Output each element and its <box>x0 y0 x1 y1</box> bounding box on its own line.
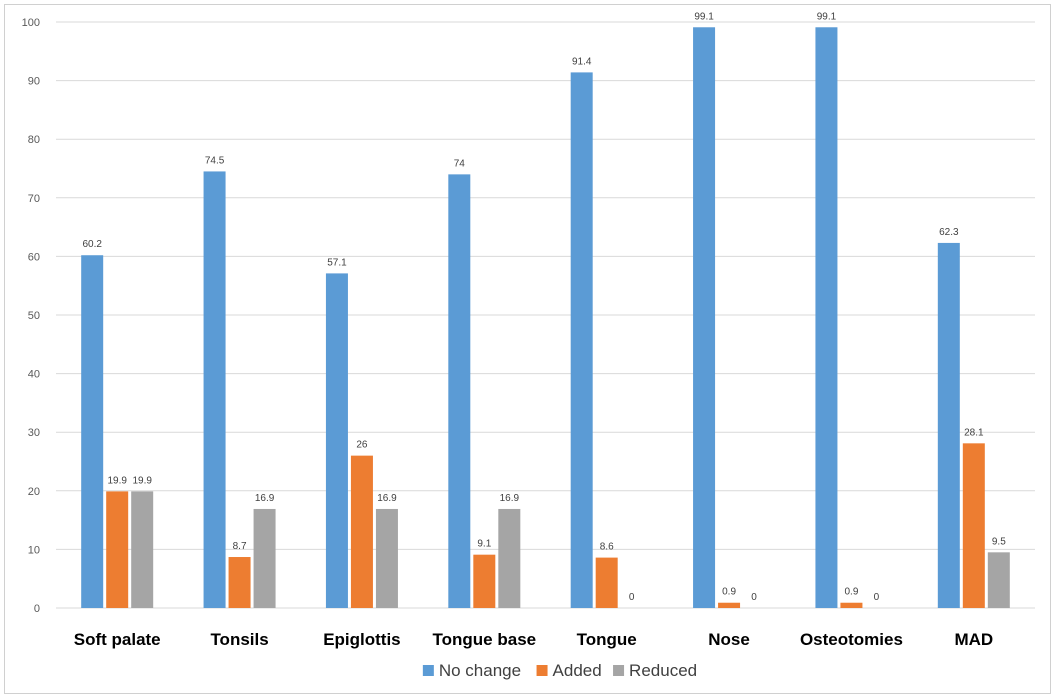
data-label: 57.1 <box>327 257 347 268</box>
y-tick-label: 20 <box>28 486 40 498</box>
data-label: 16.9 <box>500 493 520 504</box>
y-tick-label: 60 <box>28 251 40 263</box>
bar-added <box>106 491 129 608</box>
bar-added <box>473 554 496 608</box>
data-label: 16.9 <box>377 493 397 504</box>
x-category-label: Epiglottis <box>323 630 400 649</box>
data-label: 19.9 <box>107 475 127 486</box>
data-label: 0.9 <box>844 587 858 598</box>
bar-added <box>840 602 863 608</box>
x-category-label: MAD <box>954 630 993 649</box>
data-label: 74.5 <box>205 155 225 166</box>
y-tick-label: 80 <box>28 134 40 146</box>
data-label: 16.9 <box>255 493 275 504</box>
y-tick-label: 0 <box>34 603 40 615</box>
y-tick-label: 70 <box>28 193 40 205</box>
legend-label: No change <box>439 661 521 680</box>
x-category-label: Tonsils <box>210 630 268 649</box>
y-tick-label: 30 <box>28 427 40 439</box>
bar-added <box>350 455 373 608</box>
legend-label: Reduced <box>629 661 697 680</box>
data-label: 26 <box>356 440 368 451</box>
bar-no-change <box>937 242 960 608</box>
data-label: 60.2 <box>82 239 102 250</box>
x-category-label: Tongue base <box>433 630 537 649</box>
bar-reduced <box>375 508 398 608</box>
bar-no-change <box>203 171 226 608</box>
bar-added <box>718 602 741 608</box>
y-tick-label: 10 <box>28 544 40 556</box>
bar-no-change <box>815 27 838 609</box>
x-category-label: Nose <box>708 630 750 649</box>
data-label: 0 <box>751 592 757 603</box>
y-tick-label: 50 <box>28 310 40 322</box>
legend: No change Added Reduced <box>422 661 697 680</box>
y-tick-label: 40 <box>28 369 40 381</box>
x-category-label: Osteotomies <box>800 630 903 649</box>
legend-label: Added <box>553 661 602 680</box>
bar-no-change <box>81 255 104 608</box>
data-label: 0.9 <box>722 587 736 598</box>
data-label: 9.5 <box>992 536 1006 547</box>
data-label: 9.1 <box>477 539 491 550</box>
bar-reduced <box>498 508 521 608</box>
bar-no-change <box>570 72 593 608</box>
bar-reduced <box>987 552 1010 608</box>
data-label: 99.1 <box>694 11 714 22</box>
bars <box>81 27 1010 609</box>
data-label: 0 <box>874 592 880 603</box>
legend-swatch <box>536 665 548 676</box>
data-label: 91.4 <box>572 56 592 67</box>
data-label: 0 <box>629 592 635 603</box>
x-axis-categories: Soft palate Tonsils Epiglottis Tongue base T… <box>74 630 993 649</box>
bar-no-change <box>325 273 348 608</box>
legend-swatch <box>613 665 625 676</box>
bar-added <box>228 557 251 608</box>
x-category-label: Tongue <box>577 630 637 649</box>
y-axis-ticks: 0 10 20 30 40 50 60 70 80 90 100 <box>22 17 40 615</box>
bar-added <box>962 443 985 608</box>
data-label: 19.9 <box>132 475 152 486</box>
x-category-label: Soft palate <box>74 630 161 649</box>
data-label: 74 <box>454 158 466 169</box>
bar-no-change <box>448 174 471 609</box>
gridlines <box>56 21 1035 609</box>
data-label: 8.7 <box>233 541 247 552</box>
chart-frame <box>4 4 1051 694</box>
bar-reduced <box>253 508 276 608</box>
y-tick-label: 100 <box>22 17 40 29</box>
data-labels: 60.2 19.9 19.9 74.5 8.7 16.9 57.1 26 16.9 74 9.1 16… <box>82 11 1006 603</box>
data-label: 99.1 <box>817 11 837 22</box>
bar-added <box>595 557 618 608</box>
legend-swatch <box>422 665 434 676</box>
data-label: 62.3 <box>939 227 959 238</box>
data-label: 28.1 <box>964 427 984 438</box>
bar-reduced <box>131 491 154 608</box>
data-label: 8.6 <box>600 542 614 553</box>
y-tick-label: 90 <box>28 76 40 88</box>
bar-no-change <box>693 27 716 609</box>
